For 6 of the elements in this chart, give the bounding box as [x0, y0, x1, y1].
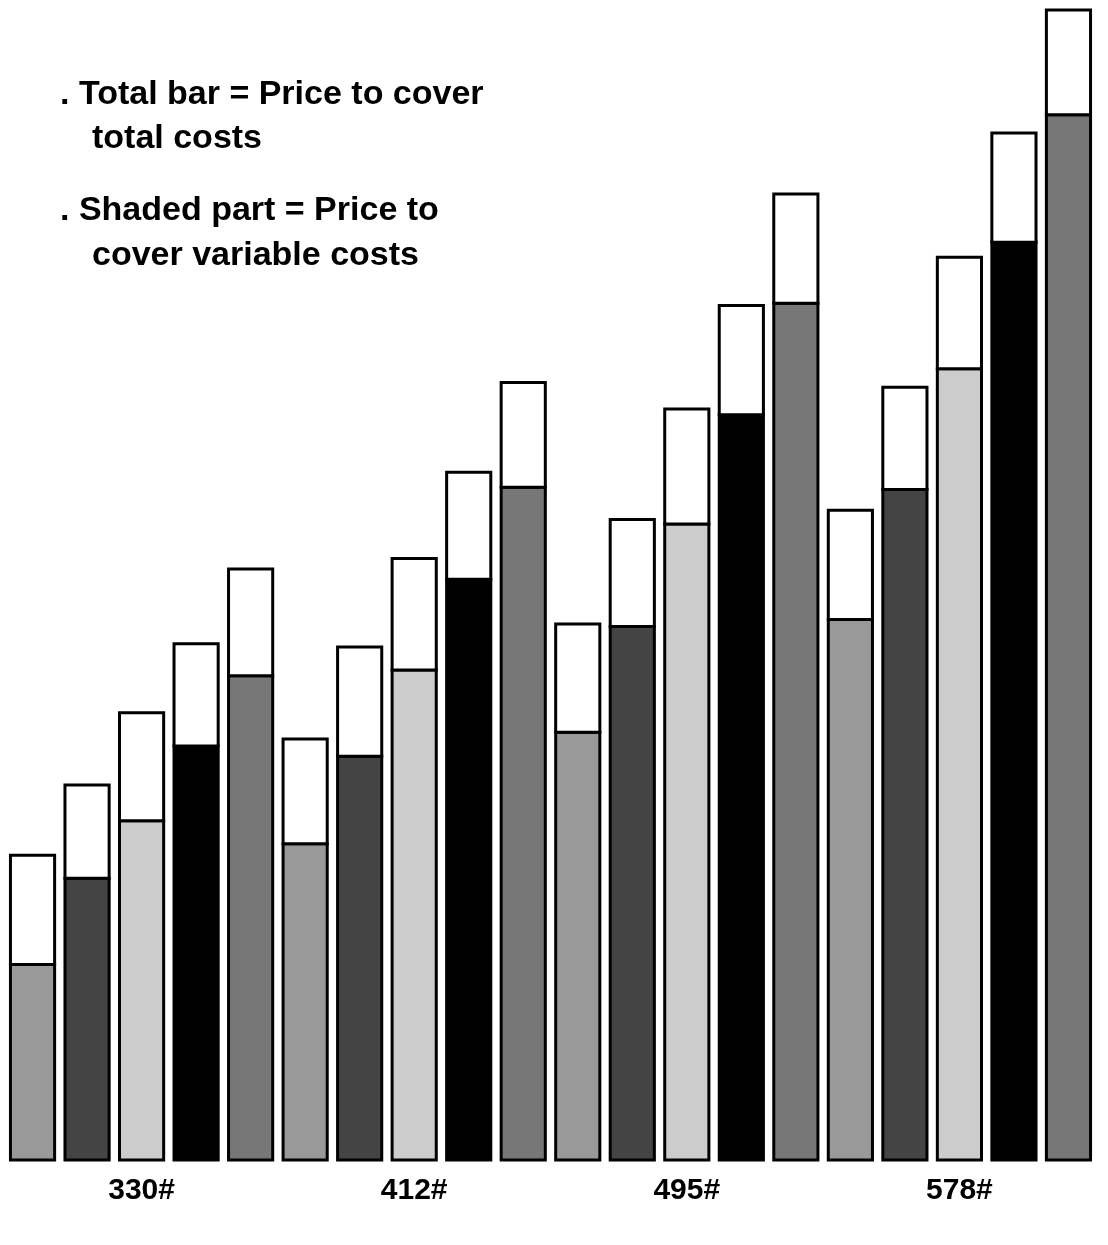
x-tick-label: 412# [380, 1171, 448, 1205]
x-tick-label: 578# [926, 1171, 994, 1205]
annotation: . Total bar = Price to cover total costs [60, 72, 485, 158]
x-tick-label: 495# [653, 1171, 721, 1205]
x-tick-label: 330# [108, 1171, 176, 1205]
annotation: . Shaded part = Price to cover variable costs [60, 188, 440, 274]
